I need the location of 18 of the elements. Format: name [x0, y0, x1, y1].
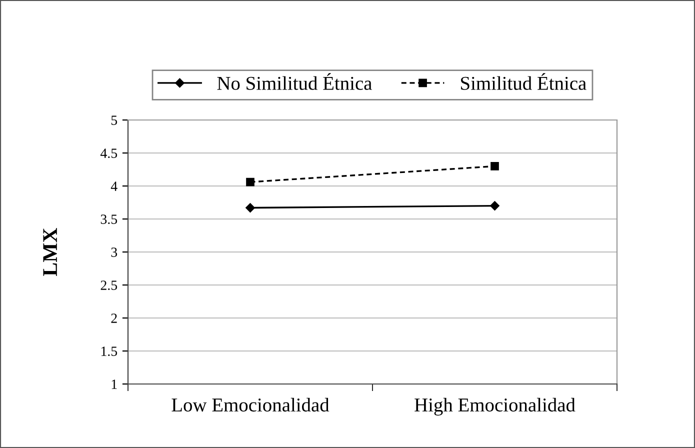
y-tick-label: 2.5: [100, 280, 118, 290]
point: [490, 162, 499, 170]
point: [246, 203, 255, 212]
legend-label: Similitud Étnica: [461, 73, 586, 90]
point: [490, 201, 500, 210]
y-tick-label: 5: [111, 116, 118, 125]
x-tick-label: Low Emocionalidad: [172, 398, 330, 412]
y-tick-label: 4.5: [100, 148, 118, 158]
legend-label: No Similitud Étnica: [217, 73, 372, 90]
y-tick-label: 2: [111, 314, 117, 323]
x-tick-label: High Emocionalidad: [414, 398, 576, 416]
y-tick-label: 1.5: [101, 346, 118, 356]
y-tick-label: 4: [110, 182, 118, 191]
y-tick-label: 3: [111, 248, 118, 257]
y-tick-label: 3.5: [100, 214, 118, 224]
y-axis-title: LMX: [43, 228, 57, 276]
y-tick-label: 1: [112, 380, 117, 389]
point: [246, 178, 254, 186]
